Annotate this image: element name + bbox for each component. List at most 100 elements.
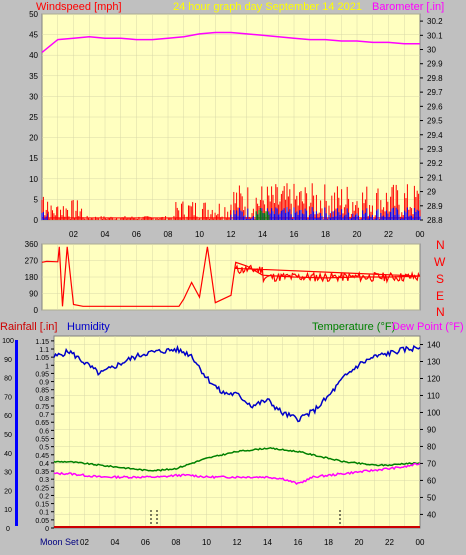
temp-tick-label: 60	[427, 476, 436, 485]
rain-tick-label: 0.15	[35, 502, 49, 509]
time-tick-label: 18	[324, 538, 333, 547]
time-tick-label: 02	[80, 538, 89, 547]
rain-tick-label: 0.85	[35, 388, 49, 395]
humidity-tick-label: 90	[4, 357, 12, 364]
humidity-tick-label: 80	[4, 376, 12, 383]
barometer-tick-label: 28.9	[427, 202, 443, 211]
humidity-tick-label: 40	[4, 451, 12, 458]
time-tick-label: 16	[290, 230, 299, 239]
temp-tick-label: 90	[427, 425, 436, 434]
rain-tick-label: 0.55	[35, 437, 49, 444]
windspeed-tick-label: 50	[29, 10, 38, 19]
time-tick-label: 14	[258, 230, 267, 239]
barometer-tick-label: 29.6	[427, 102, 443, 111]
temp-tick-label: 80	[427, 442, 436, 451]
time-tick-label: 16	[294, 538, 303, 547]
time-tick-label: 22	[384, 230, 393, 239]
temp-tick-label: 40	[427, 510, 436, 519]
compass-n-top: N	[436, 238, 445, 252]
compass-e: E	[436, 289, 444, 303]
time-tick-label: 14	[263, 538, 272, 547]
temp-tick-label: 70	[427, 459, 436, 468]
humidity-temp-grid	[54, 336, 420, 528]
time-tick-label: 00	[416, 538, 425, 547]
barometer-label: Barometer [.in]	[372, 1, 444, 13]
compass-s: S	[436, 272, 444, 286]
time-axis-top: 02 04 06 08 10 12 14 16 18 20 22 00	[69, 230, 425, 239]
time-tick-label: 12	[233, 538, 242, 547]
humidity-tick-label: 10	[4, 507, 12, 514]
rain-tick-label: 1.1	[39, 347, 49, 354]
dew-point-label: Dew Point (°F)	[392, 321, 464, 333]
wind-direction-line	[41, 246, 421, 307]
time-tick-label: 06	[132, 230, 141, 239]
graph-date-title: 24 hour graph day September 14 2021	[173, 1, 362, 13]
rain-tick-label: 0.3	[39, 477, 49, 484]
rain-tick-label: 0.35	[35, 469, 49, 476]
time-tick-label: 04	[111, 538, 120, 547]
barometer-tick-label: 29	[427, 188, 436, 197]
direction-tick-label: 0	[34, 306, 39, 315]
rain-tick-label: 0.1	[39, 510, 49, 517]
compass-labels: N W S E N	[434, 238, 446, 319]
temperature-line	[53, 447, 421, 472]
rain-tick-label: 0.8	[39, 396, 49, 403]
barometer-tick-label: 29.1	[427, 173, 443, 182]
barometer-tick-label: 29.9	[427, 60, 443, 69]
humidity-tick-label: 100	[2, 338, 14, 345]
rain-tick-label: 0.5	[39, 445, 49, 452]
windspeed-tick-label: 30	[29, 92, 38, 101]
time-tick-label: 00	[416, 230, 425, 239]
windspeed-tick-label: 5	[34, 195, 39, 204]
rainfall-axis: 00.050.10.15 0.20.250.30.350.40.450.50.55…	[35, 339, 54, 533]
windspeed-tick-label: 10	[29, 175, 38, 184]
barometer-tick-label: 29.3	[427, 145, 443, 154]
barometer-tick-label: 30.2	[427, 17, 443, 26]
barometer-tick-label: 29.4	[427, 131, 443, 140]
time-tick-label: 20	[355, 538, 364, 547]
barometer-line	[41, 31, 420, 53]
windspeed-tick-label: 40	[29, 51, 38, 60]
temp-tick-label: 120	[427, 374, 441, 383]
time-tick-label: 08	[164, 230, 173, 239]
rain-tick-label: 1	[45, 363, 49, 370]
barometer-tick-label: 29.7	[427, 88, 443, 97]
humidity-tick-label: 60	[4, 413, 12, 420]
time-tick-label: 12	[227, 230, 236, 239]
time-tick-label: 10	[195, 230, 204, 239]
rain-tick-label: 0.75	[35, 404, 49, 411]
compass-n-bottom: N	[436, 305, 445, 319]
direction-tick-label: 270	[25, 257, 39, 266]
humidity-axis: 0 10 20 30 40 50 60 70 80 90 100	[2, 338, 14, 533]
time-tick-label: 04	[101, 230, 110, 239]
rain-tick-label: 1.15	[35, 339, 49, 346]
windspeed-tick-label: 15	[29, 154, 38, 163]
temp-tick-label: 140	[427, 340, 441, 349]
temp-tick-label: 110	[427, 391, 440, 400]
windspeed-tick-label: 20	[29, 134, 38, 143]
windspeed-tick-label: 45	[29, 31, 38, 40]
rainfall-label: Rainfall [.in]	[0, 321, 57, 333]
time-tick-label: 20	[353, 230, 362, 239]
humidity-tick-label: 30	[4, 470, 12, 477]
windspeed-axis: 0 5 10 15 20 25 30 35 40 45 50	[29, 10, 38, 225]
windspeed-series	[41, 183, 421, 220]
rain-tick-label: 0.95	[35, 371, 49, 378]
humidity-tick-label: 20	[4, 488, 12, 495]
rain-tick-label: 0.05	[35, 518, 49, 525]
rain-tick-label: 0.4	[39, 461, 49, 468]
wind-barometer-grid	[42, 13, 420, 221]
humidity-label: Humidity	[67, 321, 110, 333]
temperature-axis: 40 50 60 70 80 90 100 110 120 130 140	[420, 340, 441, 519]
humidity-tick-label: 0	[6, 526, 10, 533]
windspeed-tick-label: 25	[29, 113, 38, 122]
time-tick-label: 18	[321, 230, 330, 239]
humidity-tick-label: 70	[4, 394, 12, 401]
wind-direction-axis: 0 90 180 270 360	[25, 240, 39, 315]
rain-tick-label: 0.45	[35, 453, 49, 460]
barometer-tick-label: 29.5	[427, 117, 443, 126]
rain-tick-label: 0.7	[39, 412, 49, 419]
barometer-tick-label: 30.1	[427, 31, 443, 40]
rain-tick-label: 0.6	[39, 428, 49, 435]
